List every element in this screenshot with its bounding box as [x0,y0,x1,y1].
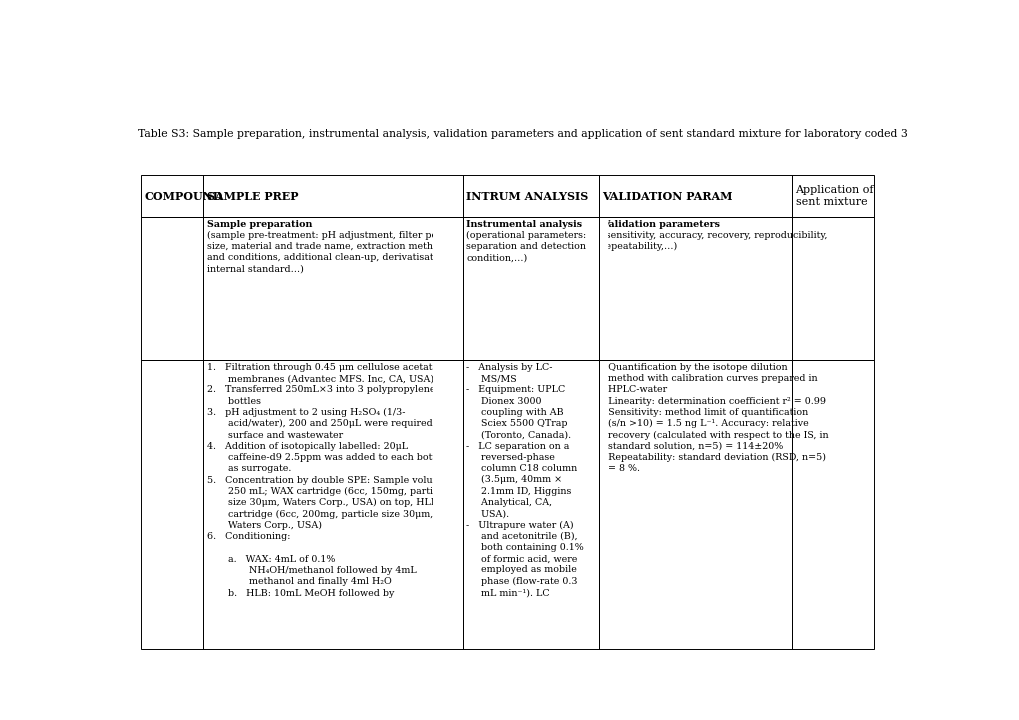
Bar [203,360,463,649]
Bar [463,217,598,360]
Text: COMPOUND: COMPOUND [145,191,223,202]
Bar [598,175,792,217]
Text: (operational parameters:
separation and detection
condition,…): (operational parameters: separation and … [466,230,586,262]
Text: VALIDATION PARAM: VALIDATION PARAM [601,191,732,202]
Text: INTRUM ANALYSIS: INTRUM ANALYSIS [466,191,588,202]
Text: (sample pre-treatment: pH adjustment, filter pore
size, material and trade name,: (sample pre-treatment: pH adjustment, fi… [206,230,450,274]
Text: a. Standard
mixture was
used for
calibration
b. Standard
mixture was
used for
ch: a. Standard mixture was used for calibra… [795,220,854,344]
Bar [142,175,203,217]
Text: SAMPLE PREP: SAMPLE PREP [206,191,298,202]
Text: a: a [795,363,800,372]
Bar [598,360,792,649]
Bar [142,360,203,649]
Text: Sample preparation: Sample preparation [206,220,312,230]
Bar [203,217,463,360]
Text: -   Analysis by LC-
     MS/MS
-   Equipment: UPLC
     Dionex 3000
     couplin: - Analysis by LC- MS/MS - Equipment: UPL… [466,363,583,597]
Text: Application of
sent mixture: Application of sent mixture [795,185,873,207]
Bar [792,217,873,360]
Bar [142,217,203,360]
Text: Table S3: Sample preparation, instrumental analysis, validation parameters and a: Table S3: Sample preparation, instrument… [138,129,907,139]
Bar [792,175,873,217]
Text: Validation parameters: Validation parameters [601,220,719,230]
Text: 1.   Filtration through 0.45 μm cellulose acetate
       membranes (Advantec MFS: 1. Filtration through 0.45 μm cellulose … [206,363,449,598]
Bar [598,217,792,360]
Text: - Quantification by the isotope dilution
  method with calibration curves prepar: - Quantification by the isotope dilution… [601,363,827,474]
Bar [203,175,463,217]
Text: (sensitivity, accuracy, recovery, reproducibility,
repeatability,…): (sensitivity, accuracy, recovery, reprod… [601,230,826,251]
Bar [792,360,873,649]
Bar [463,360,598,649]
Text: Instrumental analysis: Instrumental analysis [466,220,582,230]
Bar [463,175,598,217]
Text: CP: CP [145,363,158,372]
